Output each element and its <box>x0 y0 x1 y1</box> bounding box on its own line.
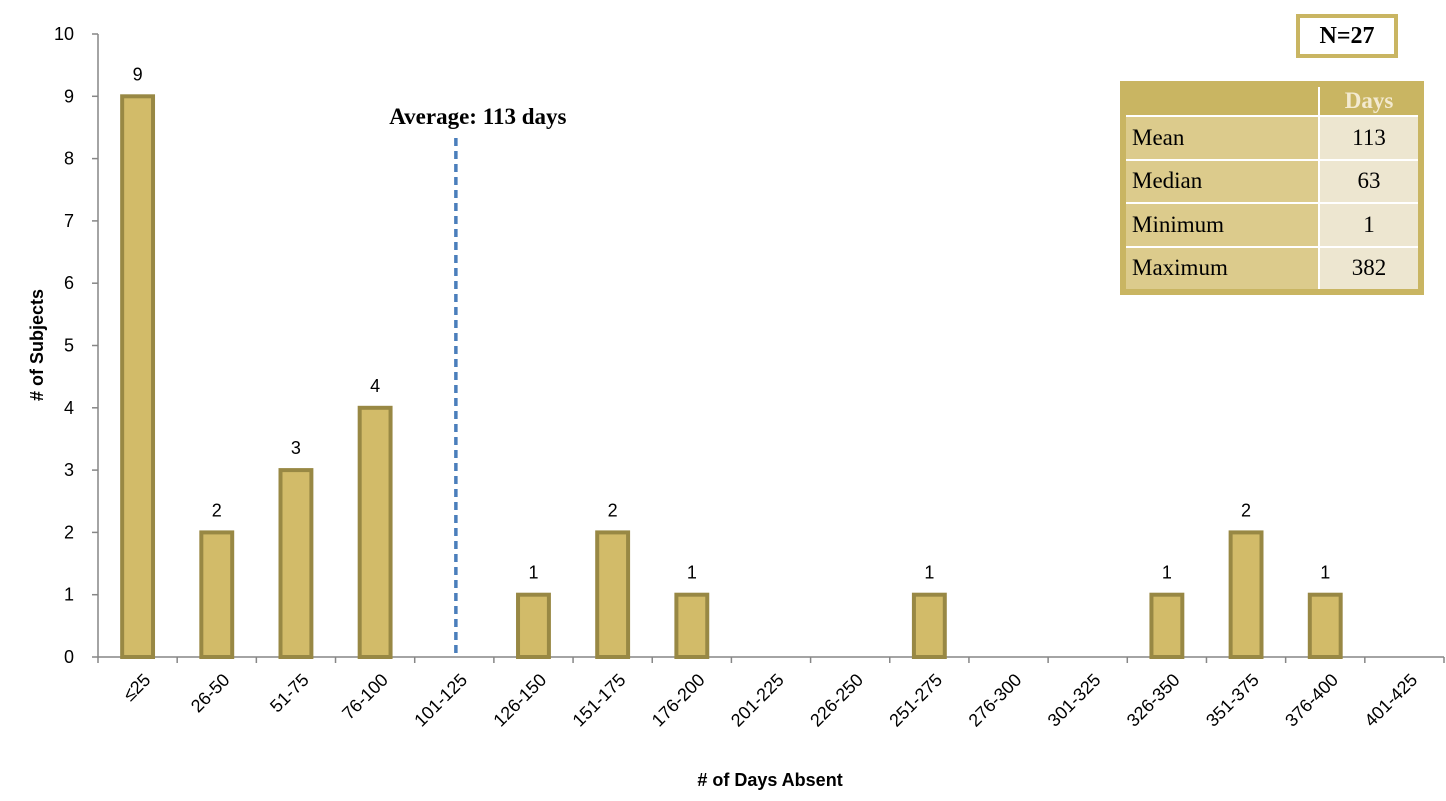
x-tick-label: 276-300 <box>965 670 1026 731</box>
bar <box>516 592 551 660</box>
stats-row: Maximum 382 <box>1126 245 1418 289</box>
bar-data-label: 2 <box>212 500 222 520</box>
y-tick-label: 9 <box>64 86 74 106</box>
bar-data-label: 1 <box>924 563 934 583</box>
y-tick-label: 3 <box>64 460 74 480</box>
bar <box>595 530 631 660</box>
average-label: Average: 113 days <box>389 104 566 129</box>
bar <box>278 468 314 659</box>
bar-data-label: 1 <box>1162 563 1172 583</box>
stats-row-value: 113 <box>1318 115 1418 160</box>
y-axis-title: # of Subjects <box>27 289 47 401</box>
bar-data-label: 9 <box>133 64 143 84</box>
y-tick-label: 10 <box>54 24 74 44</box>
stats-header-blank <box>1126 87 1319 116</box>
sample-size-box: N=27 <box>1296 14 1398 58</box>
y-tick-label: 5 <box>64 336 74 356</box>
x-tick-label: 26-50 <box>187 670 234 717</box>
x-tick-label: 126-150 <box>489 670 550 731</box>
bars: 9 2 3 4 1 2 1 1 1 2 1 <box>120 64 1343 660</box>
stats-row-name: Minimum <box>1126 202 1319 247</box>
stats-header-row: Days <box>1126 87 1418 116</box>
x-tick-label: 151-175 <box>569 670 630 731</box>
bar <box>120 94 156 660</box>
y-tick-label: 6 <box>64 273 74 293</box>
x-tick-label: 76-100 <box>338 670 392 724</box>
bar-data-label: 1 <box>687 563 697 583</box>
bar-data-label: 4 <box>370 376 380 396</box>
y-tick-label: 2 <box>64 522 74 542</box>
summary-stats-table: Days Mean 113 Median 63 Minimum 1 Maximu… <box>1126 87 1418 289</box>
bar <box>1149 592 1185 660</box>
bar <box>357 405 393 659</box>
bar <box>911 592 947 660</box>
stats-row-value: 1 <box>1318 202 1418 247</box>
summary-stats-box: Days Mean 113 Median 63 Minimum 1 Maximu… <box>1120 81 1424 295</box>
x-tick-label: 326-350 <box>1123 670 1184 731</box>
sample-size-label: N=27 <box>1319 22 1375 49</box>
y-tick-label: 0 <box>64 647 74 667</box>
stats-row: Minimum 1 <box>1126 202 1418 247</box>
y-tick-label: 7 <box>64 211 74 231</box>
x-axis: ≤25 26-50 51-75 76-100 101-125 126-150 151-175… <box>97 656 1445 731</box>
stats-row-value: 63 <box>1318 158 1418 204</box>
stats-row: Median 63 <box>1126 158 1418 204</box>
x-tick-label: 226-250 <box>806 670 867 731</box>
x-axis-title: # of Days Absent <box>697 770 842 790</box>
bar <box>674 592 710 660</box>
x-tick-label: ≤25 <box>119 670 154 705</box>
bar <box>1307 592 1343 660</box>
y-tick-label: 4 <box>64 398 74 418</box>
bar-data-label: 1 <box>528 563 538 583</box>
x-tick-label: 401-425 <box>1360 670 1421 731</box>
average-line-group: Average: 113 days <box>389 104 567 657</box>
stats-row-name: Mean <box>1126 115 1319 160</box>
stats-row-name: Median <box>1126 158 1319 204</box>
stats-row-name: Maximum <box>1126 245 1319 289</box>
stats-row: Mean 113 <box>1126 115 1418 160</box>
bar-data-label: 3 <box>291 438 301 458</box>
stats-row-value: 382 <box>1318 245 1418 289</box>
x-tick-label: 176-200 <box>648 670 709 731</box>
bar-data-label: 2 <box>1241 500 1251 520</box>
bar <box>1228 530 1264 660</box>
x-tick-label: 376-400 <box>1281 670 1342 731</box>
x-tick-label: 101-125 <box>410 670 471 731</box>
bar <box>199 530 235 660</box>
bar-data-label: 1 <box>1320 563 1330 583</box>
x-tick-label: 301-325 <box>1044 670 1105 731</box>
y-tick-label: 8 <box>64 149 74 169</box>
bar-data-label: 2 <box>608 500 618 520</box>
y-tick-label: 1 <box>64 585 74 605</box>
x-tick-label: 251-275 <box>885 670 946 731</box>
x-tick-label: 201-225 <box>727 670 788 731</box>
stats-header-days: Days <box>1318 87 1418 116</box>
x-tick-label: 351-375 <box>1202 670 1263 731</box>
y-axis: 0 1 2 3 4 5 6 7 8 9 10 <box>54 24 99 667</box>
x-tick-label: 51-75 <box>266 670 313 717</box>
